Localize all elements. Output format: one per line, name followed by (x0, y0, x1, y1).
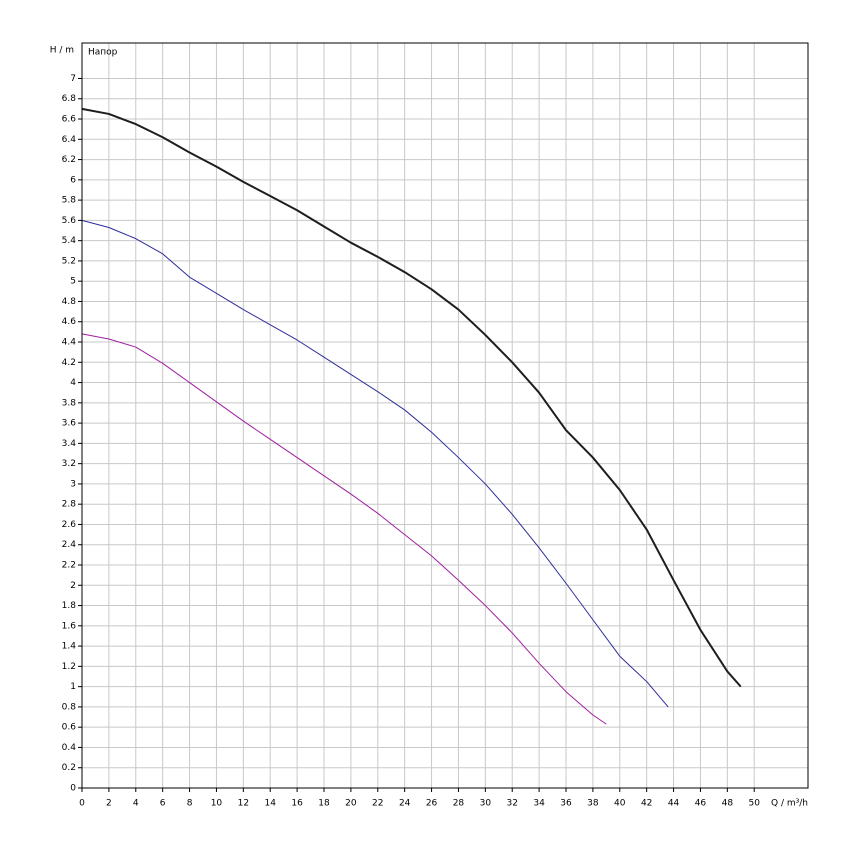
plot-frame (81, 42, 809, 789)
y-tick-label: 6.8 (62, 94, 77, 104)
curves (81, 107, 742, 725)
x-tick-label: 30 (480, 799, 492, 809)
y-tick-label: 2 (70, 581, 76, 591)
y-tick-label: 5.6 (62, 216, 77, 226)
y-tick-label: 3.2 (62, 459, 76, 469)
x-tick-label: 44 (668, 799, 680, 809)
y-tick-label: 5.4 (62, 236, 77, 246)
y-tick-label: 0.4 (62, 743, 77, 753)
pump-curve (81, 107, 742, 688)
y-tick-label: 1 (70, 682, 76, 692)
x-tick-label: 8 (187, 799, 193, 809)
x-tick-label: 26 (426, 799, 438, 809)
grid (78, 43, 808, 792)
x-tick-label: 38 (587, 799, 599, 809)
x-tick-label: 14 (264, 799, 276, 809)
y-tick-label: 4 (70, 378, 76, 388)
y-tick-label: 3.4 (62, 439, 77, 449)
y-tick-label: 6.4 (62, 135, 77, 145)
x-tick-label: 28 (453, 799, 465, 809)
y-tick-label: 3.6 (62, 419, 77, 429)
x-tick-label: 2 (106, 799, 112, 809)
x-tick-label: 20 (345, 799, 357, 809)
y-tick-label: 5 (70, 277, 76, 287)
y-tick-label: 0.6 (62, 723, 77, 733)
plot-area (82, 43, 808, 788)
pump-curve (81, 219, 669, 708)
y-tick-label: 5.8 (62, 196, 77, 206)
y-tick-label: 4.4 (62, 338, 77, 348)
y-tick-label: 6 (70, 175, 76, 185)
x-tick-label: 36 (560, 799, 572, 809)
x-tick-label: 22 (372, 799, 383, 809)
x-tick-label: 48 (722, 799, 734, 809)
y-tick-label: 6.2 (62, 155, 76, 165)
y-tick-label: 0.2 (62, 763, 76, 773)
y-axis-label: H / m (50, 46, 74, 56)
y-tick-label: 4.2 (62, 358, 76, 368)
x-tick-label: 46 (695, 799, 707, 809)
y-tick-label: 2.4 (62, 540, 77, 550)
y-tick-label: 2.6 (62, 520, 77, 530)
x-tick-label: 0 (79, 799, 85, 809)
y-tick-label: 3.8 (62, 398, 77, 408)
chart-title: Напор (88, 48, 118, 58)
y-tick-label: 3 (70, 479, 76, 489)
x-tick-label: 32 (506, 799, 517, 809)
y-tick-label: 0.8 (62, 702, 77, 712)
x-tick-label: 16 (291, 799, 303, 809)
x-axis-label: Q / m³/h (771, 799, 808, 809)
y-tick-label: 1.8 (62, 601, 77, 611)
x-tick-label: 24 (399, 799, 411, 809)
x-tick-label: 42 (641, 799, 652, 809)
x-tick-label: 18 (318, 799, 330, 809)
x-tick-label: 4 (133, 799, 139, 809)
x-tick-label: 50 (748, 799, 760, 809)
y-tick-label: 1.2 (62, 662, 76, 672)
x-tick-label: 10 (211, 799, 223, 809)
pump-curve (81, 333, 607, 725)
y-tick-label: 7 (70, 74, 76, 84)
y-tick-label: 0 (70, 784, 76, 794)
y-tick-label: 4.6 (62, 317, 77, 327)
y-tick-label: 6.6 (62, 115, 77, 125)
x-tick-label: 12 (238, 799, 249, 809)
x-tick-label: 34 (533, 799, 545, 809)
y-tick-label: 1.4 (62, 642, 77, 652)
y-tick-label: 2.2 (62, 561, 76, 571)
x-tick-label: 6 (160, 799, 166, 809)
y-tick-label: 2.8 (62, 500, 77, 510)
y-tick-label: 4.8 (62, 297, 77, 307)
y-tick-label: 1.6 (62, 621, 77, 631)
y-tick-label: 5.2 (62, 256, 76, 266)
x-tick-label: 40 (614, 799, 626, 809)
